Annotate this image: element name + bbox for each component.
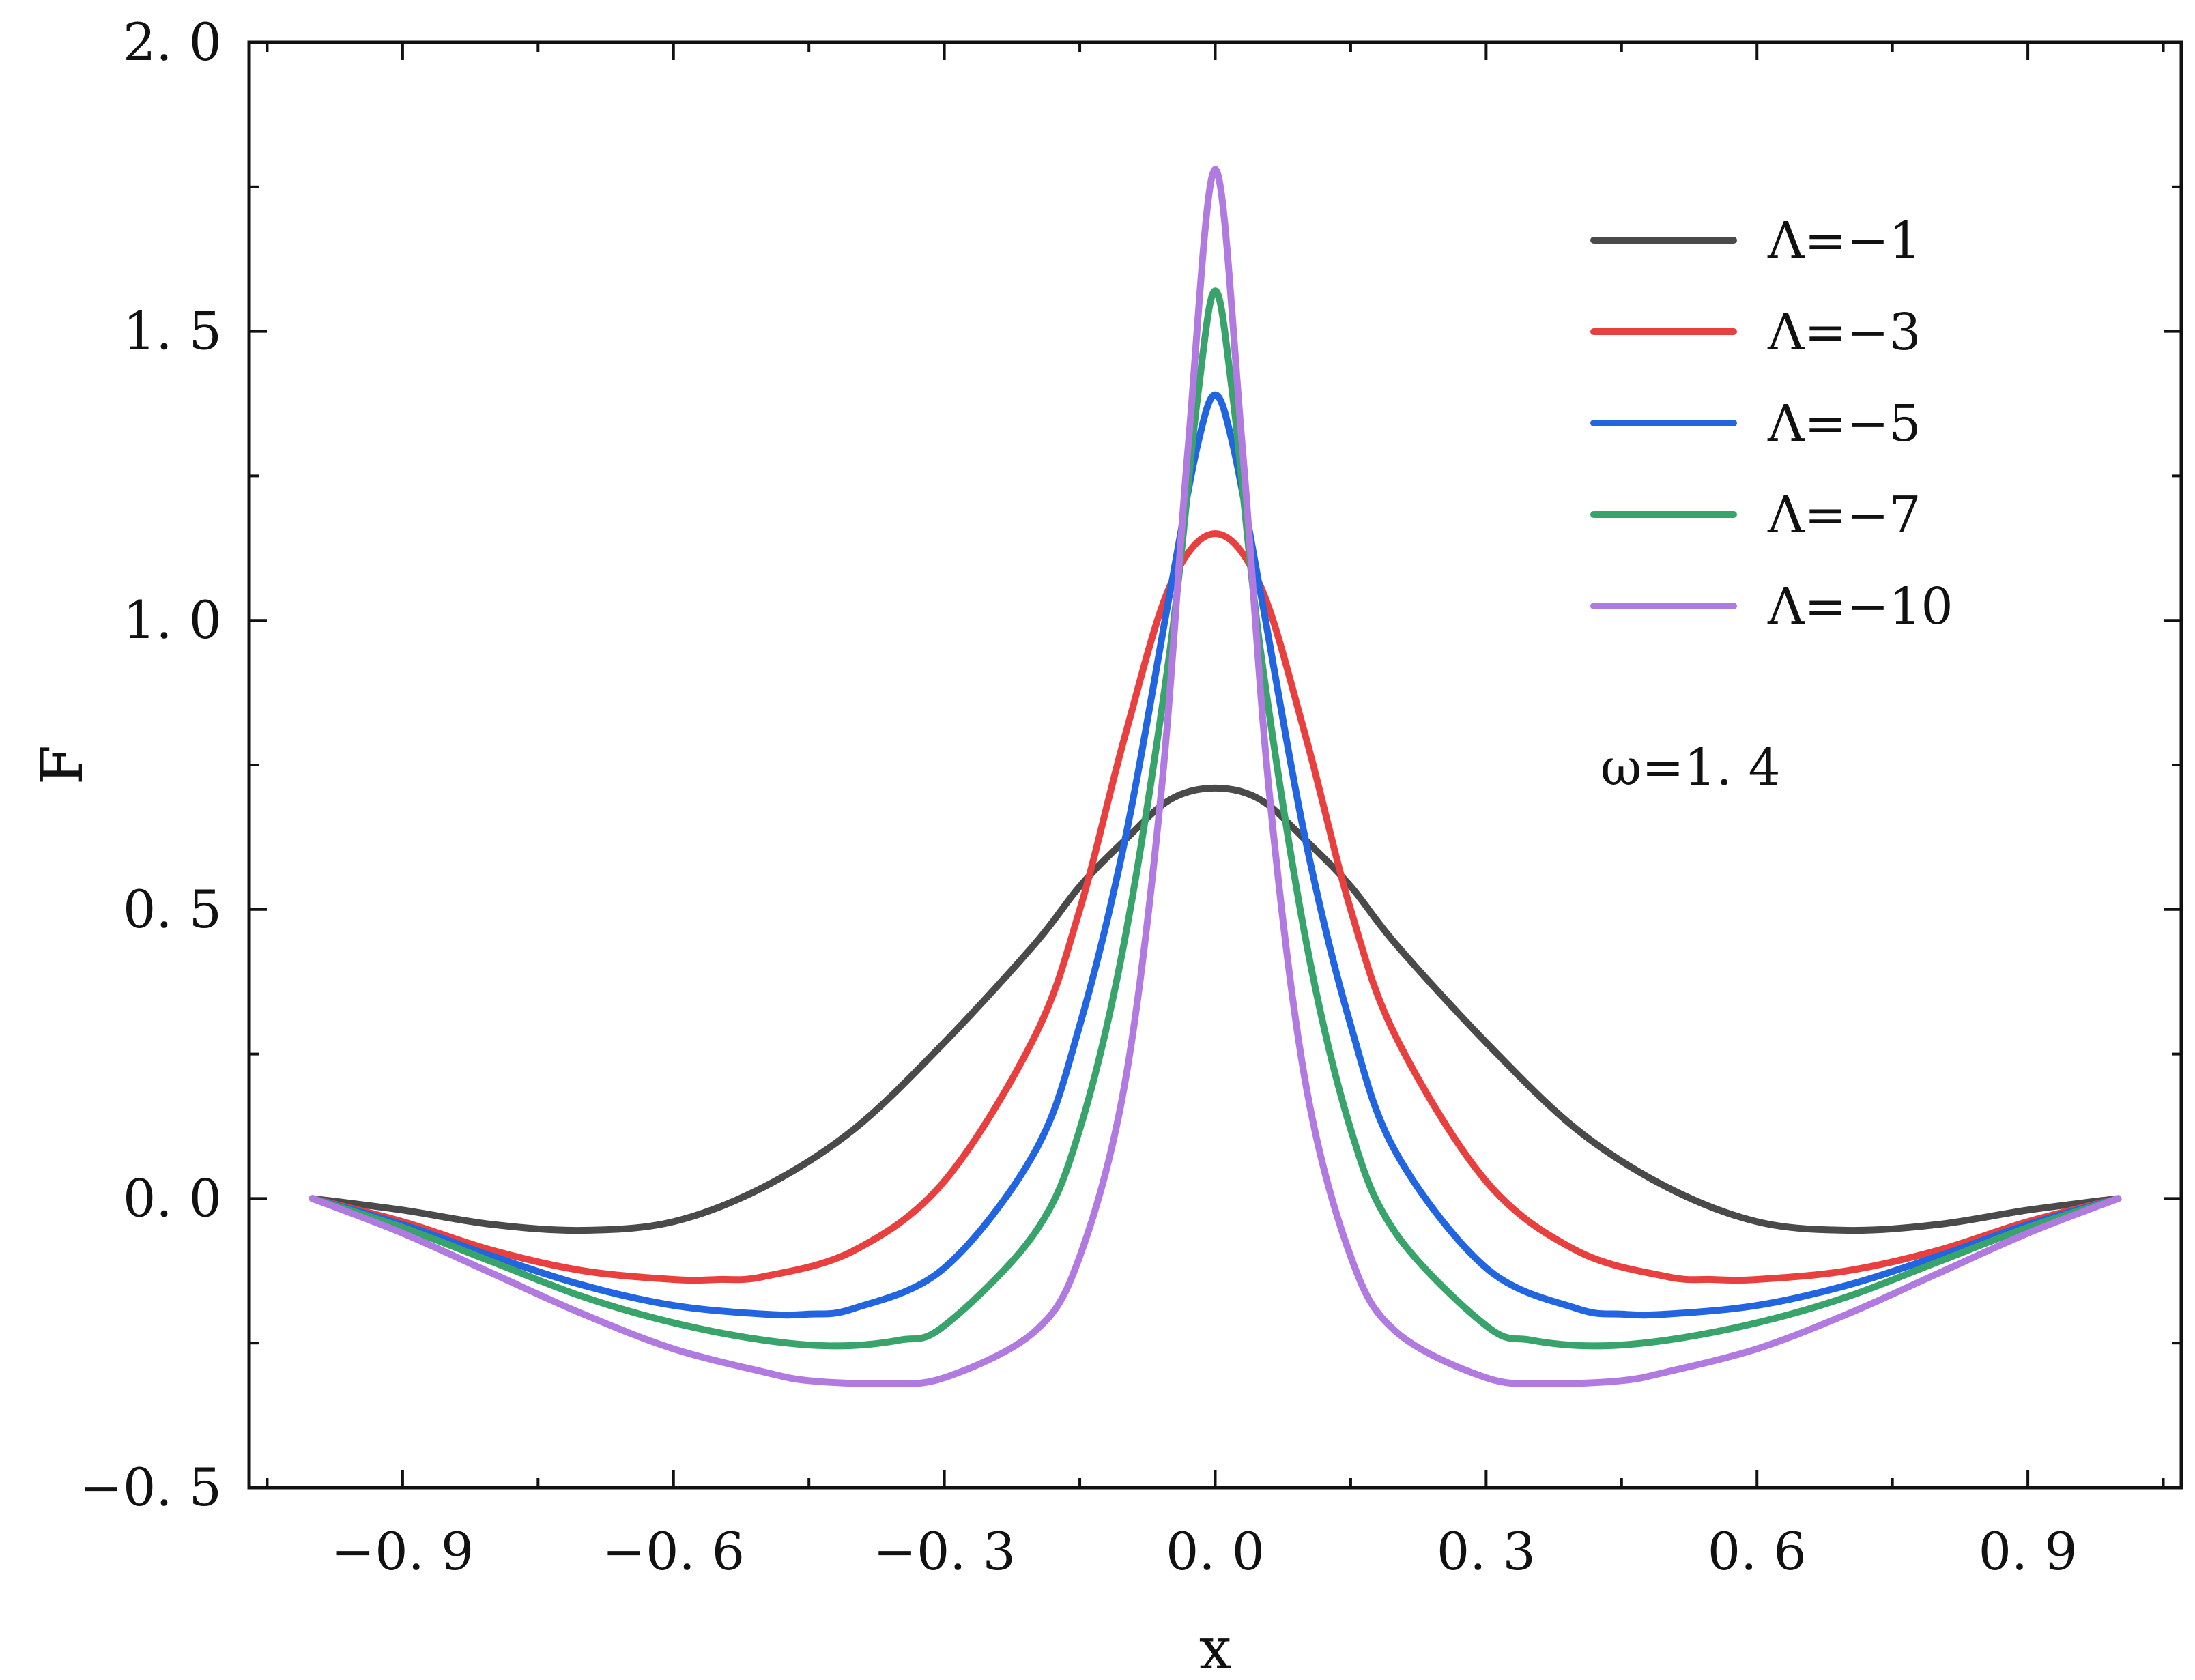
y-tick-label: 2. 0 (123, 12, 222, 72)
legend-label-4: Λ=−7 (1767, 486, 1921, 545)
series-line-4 (309, 287, 2122, 1350)
ticks-layer: −0. 9 −0. 6 −0. 3 0. 0 0. 3 0. 6 0. 9 −0. 5 0. 0… (79, 12, 2181, 1582)
y-tick-label: −0. 5 (79, 1457, 222, 1518)
y-tick-label: 1. 0 (123, 590, 222, 650)
x-tick-label: 0. 0 (1166, 1521, 1265, 1582)
series-line-3 (309, 391, 2122, 1319)
legend: Λ=−1 Λ=−3 Λ=−5 Λ=−7 Λ=−10 (1590, 212, 1953, 636)
y-tick-label: 0. 0 (123, 1168, 222, 1228)
legend-label-5: Λ=−10 (1767, 577, 1953, 636)
x-axis-title: x (1199, 1615, 1231, 1680)
legend-label-2: Λ=−3 (1767, 303, 1921, 362)
x-tick-label: −0. 6 (602, 1521, 745, 1582)
x-tick-label: 0. 6 (1708, 1521, 1807, 1582)
y-tick-label: 1. 5 (123, 301, 222, 362)
x-tick-label: 0. 3 (1437, 1521, 1536, 1582)
x-tick-label: −0. 9 (332, 1521, 474, 1582)
legend-label-1: Λ=−1 (1767, 212, 1921, 270)
plot-frame (247, 40, 2183, 1490)
y-tick-label: 0. 5 (123, 879, 222, 940)
legend-label-3: Λ=−5 (1767, 394, 1921, 453)
omega-annotation: ω=1. 4 (1601, 738, 1781, 797)
series-line-1 (309, 784, 2122, 1234)
y-axis-title: F (29, 745, 96, 785)
series-line-2 (309, 530, 2122, 1284)
series-line-5 (309, 166, 2122, 1387)
series-layer (309, 166, 2122, 1387)
x-tick-label: −0. 3 (873, 1521, 1016, 1582)
x-tick-label: 0. 9 (1979, 1521, 2078, 1582)
